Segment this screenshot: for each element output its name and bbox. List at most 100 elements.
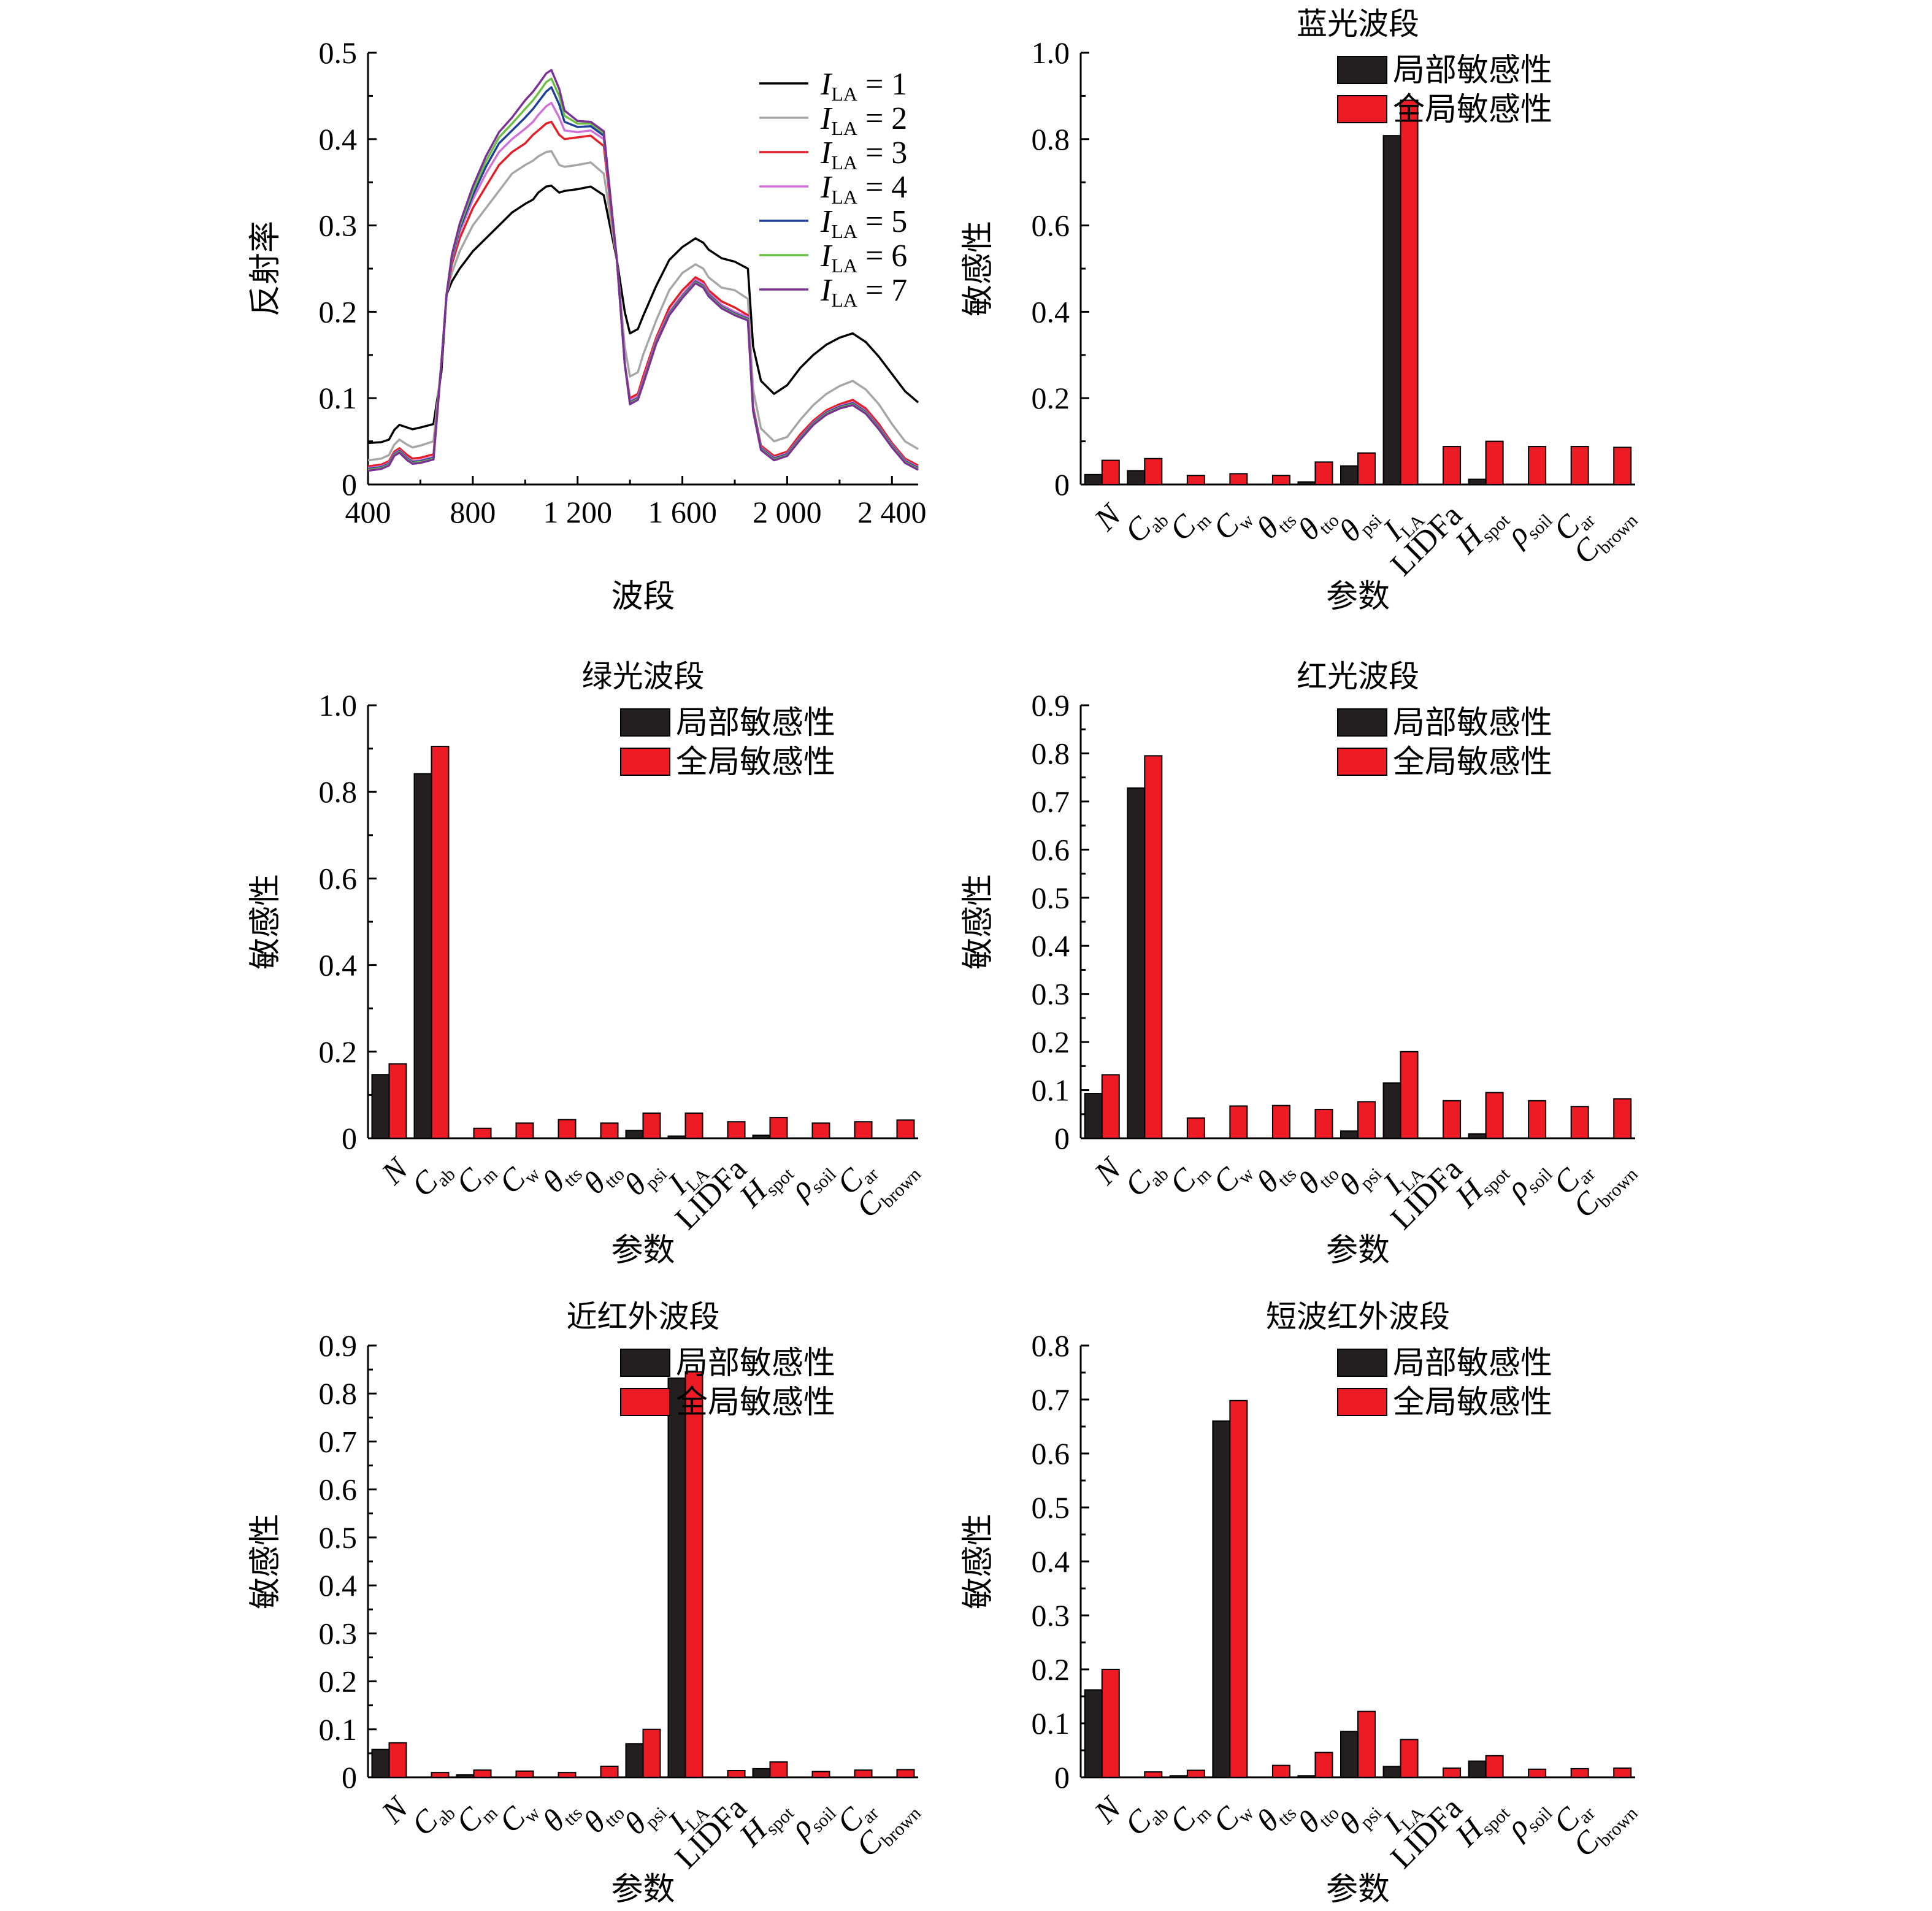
bar-global-θtts [1271,475,1290,486]
bar-local-θpsi [625,1130,644,1139]
bar-chart-4-ylabel: 敏感性 [248,1514,283,1609]
bar-local-Hspot [752,1135,771,1139]
line-chart-ytick-label: 0.1 [319,381,358,415]
bar-chart-5-ytick-label: 0 [1054,1760,1070,1794]
bar-chart-title: 短波红外波段 [1266,1300,1450,1334]
bar-local-N [371,1748,390,1778]
bar-global-ILA [1400,1051,1419,1139]
bar-global-Cw [1229,1105,1248,1139]
bar-chart-5-ytick-label: 0.2 [1032,1652,1070,1687]
legend-label-local: 局部敏感性 [1393,706,1552,741]
legend-label-global: 全局敏感性 [1393,93,1552,128]
bar-chart-3-ytick-label: 0.5 [1032,881,1070,915]
bar-global-θtts [558,1119,577,1139]
bar-global-θtto [1314,461,1333,486]
bar-chart-2-ytick-label: 0.4 [319,948,358,982]
bar-global-Cm [1186,475,1205,486]
bar-chart-xlabel: 参数 [1326,580,1390,615]
bar-global-Cab [431,1772,450,1778]
legend-label-local: 局部敏感性 [1393,53,1552,88]
legend-swatch-global [620,748,670,776]
bar-chart-title: 绿光波段 [582,659,705,694]
bar-chart-4-ytick-label: 0 [342,1760,357,1794]
line-chart-ytick-label: 0.2 [319,294,358,329]
bar-global-Cab [1144,1771,1163,1778]
bar-local-ILA [1382,1766,1401,1778]
line-chart-xtick-label: 2 400 [857,495,927,529]
bar-global-Hspot [769,1117,788,1139]
legend-label-ila-3: ILA = 3 [820,136,907,174]
bar-chart-4-ytick-label: 0.2 [319,1664,358,1699]
bar-chart-xlabel: 参数 [611,1872,675,1907]
bar-chart-3-ytick-label: 0 [1054,1121,1070,1155]
bar-chart-5-ytick-label: 0.4 [1032,1544,1070,1579]
bar-global-ILA [1400,99,1419,485]
bar-chart-1-ytick-label: 0 [1054,467,1070,502]
bar-global-θpsi [642,1728,661,1779]
bar-global-Cbrown [896,1119,915,1139]
bar-global-ILA [684,1113,703,1139]
bar-local-Cm [1169,1775,1188,1779]
legend-label-ila-5: ILA = 5 [820,204,907,242]
bar-global-θtts [1271,1105,1290,1139]
line-chart-xtick-label: 1 200 [543,495,612,529]
bar-chart-1-ytick-label: 0.4 [1032,294,1070,329]
bar-global-ILA [684,1371,703,1778]
bar-chart-5-ytick-label: 0.6 [1032,1436,1070,1471]
bar-global-LIDFa [1443,1100,1462,1139]
bar-chart-4-ytick-label: 0.5 [319,1520,358,1555]
bar-global-Cm [1186,1117,1205,1139]
bar-global-Cw [515,1122,534,1139]
line-chart-xtick-label: 1 600 [648,495,717,529]
line-chart-ytick-label: 0.3 [319,209,358,243]
bar-chart-3-ytick-label: 0.2 [1032,1025,1070,1059]
bar-local-θtto [1297,1775,1316,1779]
bar-chart-3-ytick-label: 0.6 [1032,832,1070,867]
bar-chart-4-ytick-label: 0.6 [319,1473,358,1507]
sensitivity-bar-chart-3: 00.10.20.30.40.50.60.70.80.9敏感性红光波段NCabC… [961,659,1642,1268]
bar-chart-2-ytick-label: 0.6 [319,861,358,895]
bar-global-Car [854,1769,873,1778]
legend-label-ila-7: ILA = 7 [820,273,907,311]
bar-local-Hspot [1468,478,1487,486]
legend-label-local: 局部敏感性 [1393,1346,1552,1381]
bar-global-ρsoil [1528,1100,1547,1139]
bar-global-Hspot [1485,1092,1504,1139]
bar-global-LIDFa [727,1121,746,1139]
bar-local-Cab [1127,470,1146,485]
legend-label-ila-2: ILA = 2 [820,101,907,139]
bar-local-Cab [413,773,432,1139]
bar-local-ILA [667,1377,686,1779]
bar-local-ILA [1382,1082,1401,1139]
line-chart-ytick-label: 0.4 [319,122,358,156]
legend-label-ila-6: ILA = 6 [820,239,907,277]
bar-chart-5-ytick-label: 0.3 [1032,1598,1070,1633]
legend-swatch-local [1337,708,1387,737]
legend-swatch-global [1337,1388,1387,1416]
bar-global-ρsoil [811,1122,830,1139]
bar-local-N [1084,473,1103,485]
bar-global-θpsi [1357,1101,1376,1139]
bar-chart-4-ytick-label: 0.4 [319,1568,358,1603]
bar-chart-5-ylabel: 敏感性 [961,1514,996,1609]
bar-chart-4-ytick-label: 0.8 [319,1376,358,1411]
bar-chart-2-ytick-label: 0.2 [319,1035,358,1069]
bar-global-Cbrown [1613,446,1632,485]
bar-global-N [1101,1669,1120,1778]
legend-swatch-global [620,1388,670,1416]
bar-global-Cw [1229,473,1248,486]
bar-global-LIDFa [1443,1767,1462,1779]
bar-local-Hspot [752,1767,771,1778]
bar-local-θpsi [1340,1130,1359,1139]
bar-local-Hspot [1468,1760,1487,1779]
bar-chart-2-ytick-label: 0 [342,1121,357,1155]
bar-global-LIDFa [727,1770,746,1778]
legend-swatch-local [1337,56,1387,84]
bar-chart-4-ytick-label: 0.9 [319,1328,358,1363]
bar-global-Cbrown [896,1769,915,1778]
bar-local-θpsi [1340,1731,1359,1778]
bar-global-LIDFa [1443,446,1462,485]
bar-global-θpsi [1357,1710,1376,1778]
bar-global-ρsoil [1528,1768,1547,1779]
